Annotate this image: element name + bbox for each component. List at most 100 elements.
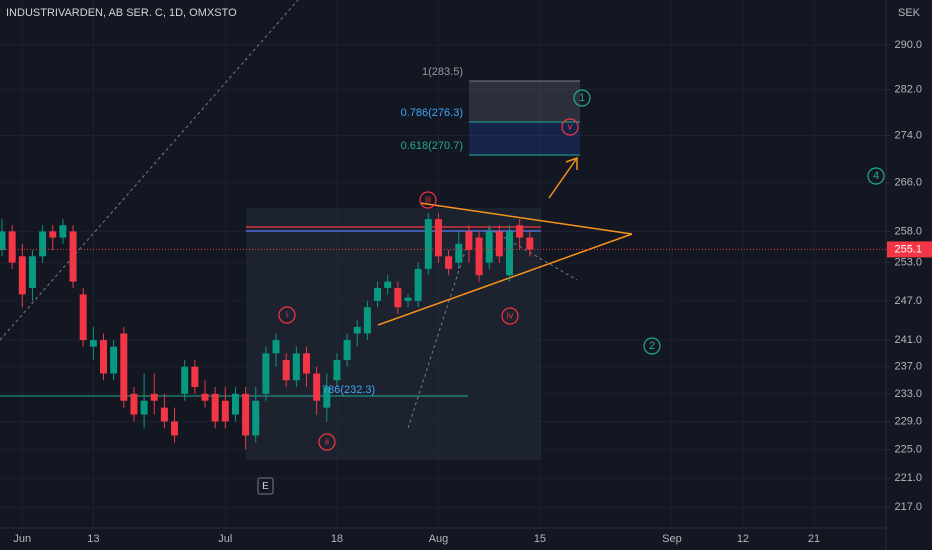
events-button-label[interactable]: E xyxy=(262,481,269,492)
y-tick-label: 233.0 xyxy=(894,388,922,400)
candle-body xyxy=(18,256,26,295)
events-button[interactable] xyxy=(257,477,274,495)
candle-body xyxy=(39,231,47,257)
x-tick-label: 15 xyxy=(534,533,546,545)
wave-circle xyxy=(867,167,885,185)
x-tick-label: 21 xyxy=(808,533,820,545)
triangle-line xyxy=(377,233,633,326)
wave-label: 2 xyxy=(649,340,655,352)
candle-body xyxy=(506,231,513,276)
candle-body xyxy=(414,268,422,301)
candle-body xyxy=(424,219,432,269)
candle-body xyxy=(282,360,290,381)
candle-body xyxy=(303,353,310,374)
wave-label: iii xyxy=(425,194,431,204)
candle-body xyxy=(150,393,158,401)
candle-body xyxy=(79,294,87,341)
candle-body xyxy=(272,340,280,354)
candle-body xyxy=(333,360,341,381)
wave-circle xyxy=(561,118,579,136)
fib-zone xyxy=(469,81,580,122)
y-tick-label: 258.0 xyxy=(894,225,922,237)
wave-label: 1 xyxy=(579,92,585,104)
last-price-tag xyxy=(887,241,932,258)
fib-zone xyxy=(469,122,580,155)
x-tick-label: Jul xyxy=(218,533,232,545)
candle-body xyxy=(221,400,229,422)
candle-body xyxy=(89,340,97,347)
y-tick-label: 282.0 xyxy=(894,83,922,95)
candle-body xyxy=(110,346,118,374)
y-unit: SEK xyxy=(898,7,921,19)
candle-body xyxy=(445,256,453,269)
triangle-line xyxy=(419,202,633,235)
y-tick-label: 229.0 xyxy=(894,415,922,427)
candle-body xyxy=(201,393,209,401)
x-tick-label: 12 xyxy=(737,533,749,545)
wave-circles xyxy=(278,89,885,451)
trend-line xyxy=(407,235,471,429)
fib-label: 1(283.5) xyxy=(422,66,463,78)
last-price-label: 255.1 xyxy=(894,243,922,255)
candle-body xyxy=(465,231,473,251)
candle-body xyxy=(495,231,503,257)
candle-body xyxy=(69,231,77,282)
y-tick-label: 247.0 xyxy=(894,295,922,307)
candle-body xyxy=(191,366,199,388)
candle-body xyxy=(262,353,270,394)
y-tick-label: 274.0 xyxy=(894,129,922,141)
candle-body xyxy=(384,281,392,288)
candle-body xyxy=(404,297,412,301)
wave-circle xyxy=(278,306,296,324)
candle-body xyxy=(292,353,300,381)
candle-body xyxy=(343,340,351,361)
y-tick-label: 225.0 xyxy=(894,443,922,455)
fib-label: 0.786(276.3) xyxy=(401,107,463,119)
candle-body xyxy=(252,400,260,436)
chart-title: INDUSTRIVARDEN, AB SER. C, 1D, OMXSTO xyxy=(6,7,237,19)
y-tick-label: 217.0 xyxy=(894,501,922,513)
candle-body xyxy=(353,326,361,334)
x-tick-label: Jun xyxy=(13,533,31,545)
candle-body xyxy=(120,333,128,401)
candle-body xyxy=(434,219,442,257)
fib-label: 786(232.3) xyxy=(322,384,375,396)
candle-body xyxy=(181,366,189,394)
candle-body xyxy=(475,237,483,276)
x-tick-label: 18 xyxy=(331,533,343,545)
candle-body xyxy=(485,231,493,263)
candle-body xyxy=(363,307,371,334)
candle-body xyxy=(130,393,138,415)
candle-body xyxy=(242,393,250,436)
wave-label: ii xyxy=(325,436,329,446)
wave-label: 4 xyxy=(873,170,879,182)
wave-label: i xyxy=(286,309,288,319)
candle-body xyxy=(140,400,148,415)
y-tick-label: 237.0 xyxy=(894,361,922,373)
wave-label: iv xyxy=(507,310,514,320)
candles xyxy=(0,212,534,450)
wave-circle xyxy=(573,89,591,107)
candle-body xyxy=(374,287,382,301)
y-tick-label: 253.0 xyxy=(894,256,922,268)
arrow xyxy=(548,156,578,199)
candle-body xyxy=(323,387,331,408)
y-tick-label: 241.0 xyxy=(894,334,922,346)
candle-body xyxy=(8,231,16,263)
x-tick-label: Aug xyxy=(429,533,449,545)
fib-label: 0.618(270.7) xyxy=(401,140,463,152)
candle-body xyxy=(455,243,463,263)
y-tick-label: 221.0 xyxy=(894,472,922,484)
x-tick-label: 13 xyxy=(87,533,99,545)
candle-body xyxy=(28,256,36,288)
wave-label: v xyxy=(568,121,573,131)
trend-line xyxy=(487,227,578,281)
y-tick-label: 266.0 xyxy=(894,177,922,189)
wave-circle xyxy=(419,191,437,209)
candle-body xyxy=(516,225,524,238)
candle-body xyxy=(313,373,321,401)
wave-circle xyxy=(643,337,661,355)
candle-body xyxy=(394,287,402,308)
